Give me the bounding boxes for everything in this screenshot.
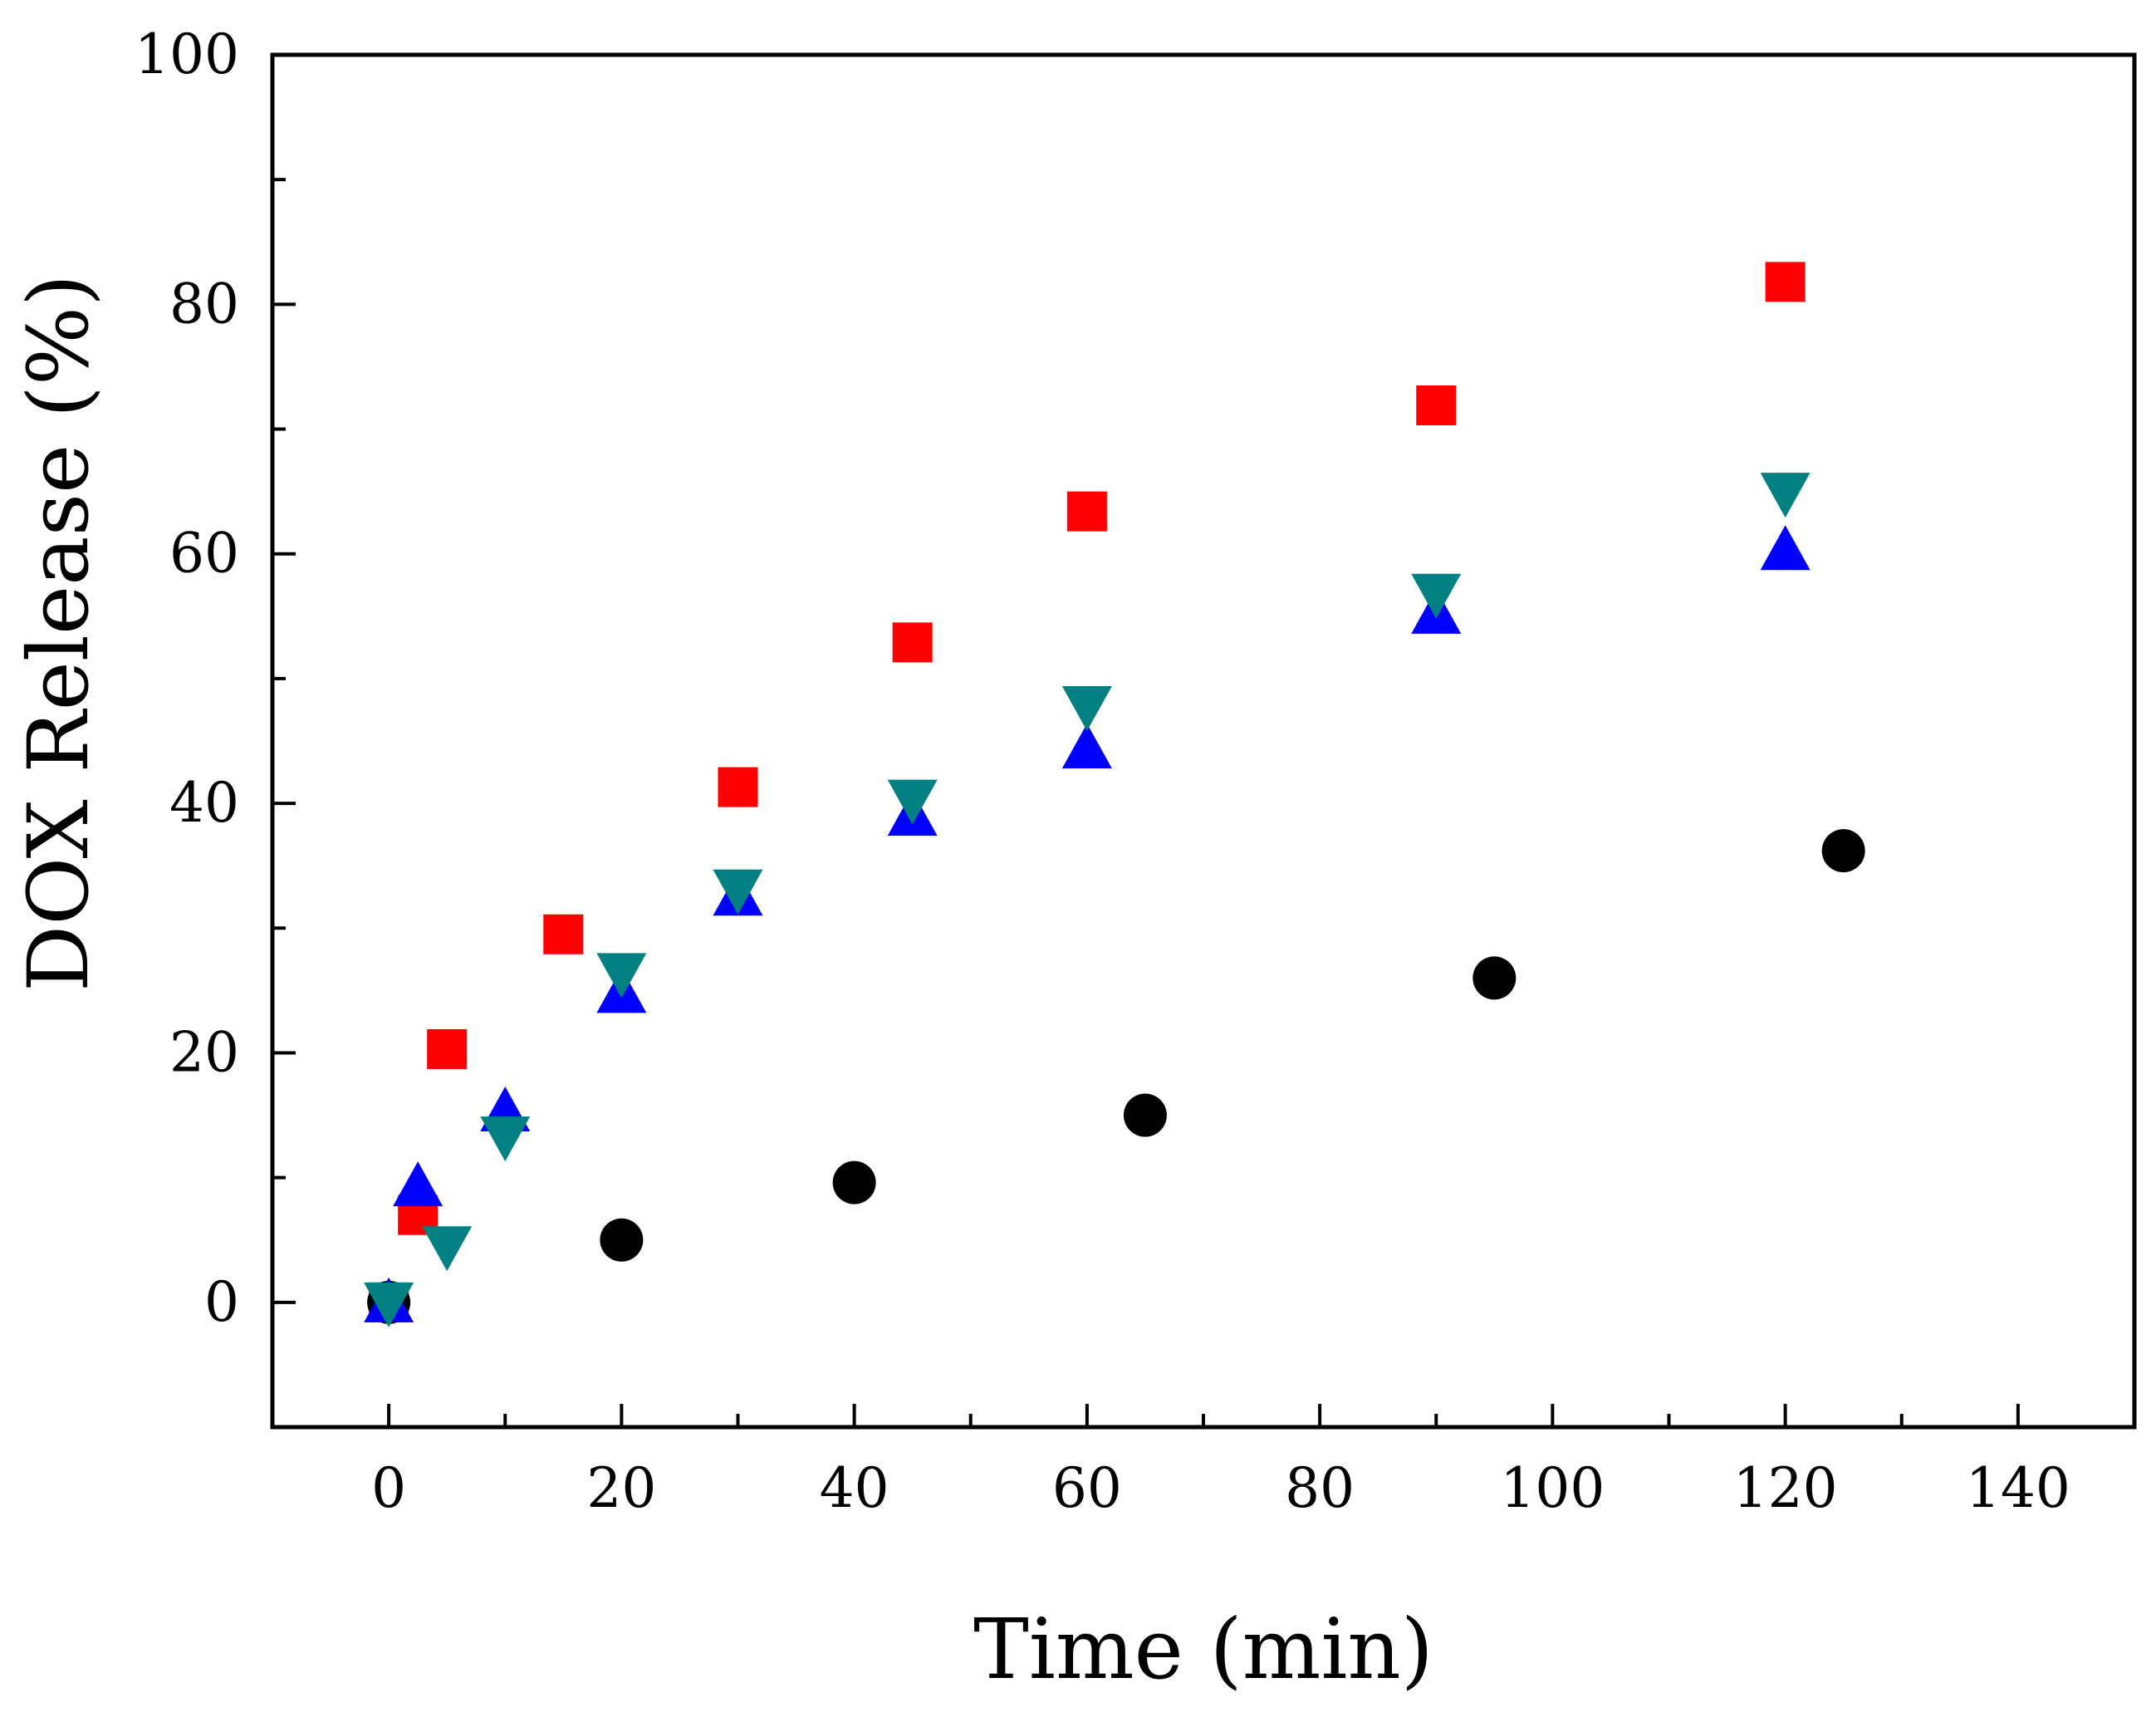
series-triangle-down xyxy=(364,473,1811,1327)
series-circle xyxy=(367,829,1865,1324)
data-point xyxy=(1061,724,1112,769)
data-point xyxy=(1411,573,1462,619)
data-point xyxy=(1416,385,1457,426)
data-markers xyxy=(364,262,1865,1327)
x-tick-label: 120 xyxy=(1733,1456,1838,1520)
data-point xyxy=(1472,956,1517,1000)
data-point xyxy=(364,1282,414,1327)
data-point xyxy=(1061,685,1112,731)
x-axis-title: Time (min) xyxy=(973,1601,1433,1698)
data-point xyxy=(422,1226,473,1272)
x-tick-label: 140 xyxy=(1966,1456,2070,1520)
data-point xyxy=(718,767,758,807)
axis-ticks xyxy=(271,53,2136,1429)
y-tick-label: 60 xyxy=(169,522,239,586)
tick-labels: 0 20 40 60 80 100 120 140 0 20 40 60 80 100 xyxy=(135,22,2070,1520)
data-point xyxy=(713,869,763,915)
data-point xyxy=(427,1028,468,1069)
data-point xyxy=(892,622,933,663)
y-tick-label: 0 xyxy=(204,1270,239,1334)
x-tick-label: 60 xyxy=(1052,1456,1122,1520)
x-tick-label: 80 xyxy=(1285,1456,1355,1520)
data-point xyxy=(596,953,647,998)
y-axis-title: DOX Release (%) xyxy=(10,274,107,992)
x-tick-label: 20 xyxy=(586,1456,656,1520)
data-point xyxy=(543,914,584,954)
data-point xyxy=(600,1218,644,1262)
data-point xyxy=(1765,262,1806,302)
data-point xyxy=(1821,829,1865,873)
x-tick-label: 0 xyxy=(371,1456,406,1520)
plot-frame xyxy=(270,52,2137,1430)
y-tick-label: 20 xyxy=(169,1020,239,1084)
data-point xyxy=(1760,525,1811,571)
x-tick-label: 100 xyxy=(1500,1456,1605,1520)
x-tick-label: 40 xyxy=(820,1456,889,1520)
data-point xyxy=(1123,1093,1167,1137)
data-point xyxy=(1760,473,1811,518)
data-point xyxy=(393,1161,443,1207)
y-tick-label: 80 xyxy=(169,272,239,336)
data-point xyxy=(832,1160,876,1204)
data-point xyxy=(887,779,938,825)
data-point xyxy=(1066,491,1107,532)
data-point xyxy=(480,1116,531,1162)
y-tick-label: 100 xyxy=(135,22,239,86)
y-tick-label: 40 xyxy=(169,771,239,835)
